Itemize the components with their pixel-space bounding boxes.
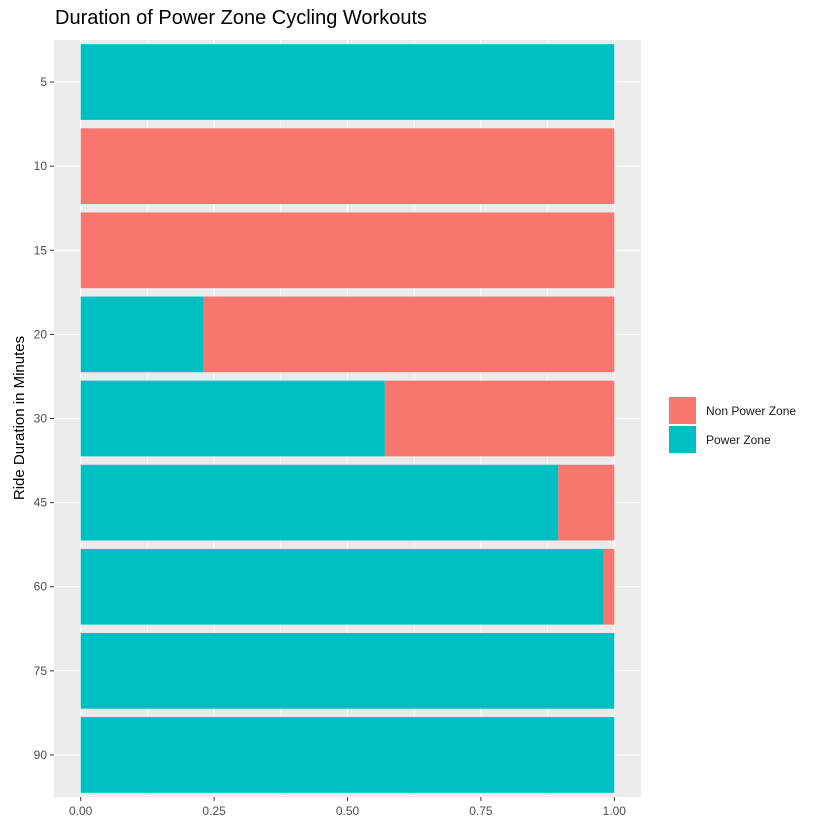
bar-power-zone-75 bbox=[80, 632, 615, 709]
x-tick-label: 0.25 bbox=[202, 804, 226, 818]
legend-key bbox=[669, 426, 696, 453]
bar-non-power-zone-30 bbox=[384, 380, 615, 457]
bar-power-zone-20 bbox=[80, 296, 204, 373]
y-tick-label: 15 bbox=[34, 243, 48, 257]
bar-non-power-zone-15 bbox=[80, 212, 615, 289]
y-tick-label: 5 bbox=[40, 75, 47, 89]
bars bbox=[80, 44, 615, 793]
y-tick-label: 45 bbox=[34, 496, 48, 510]
bar-non-power-zone-60 bbox=[603, 548, 615, 625]
bar-power-zone-60 bbox=[80, 548, 604, 625]
y-tick-label: 30 bbox=[34, 412, 48, 426]
y-axis: 5 10 15 20 30 45 60 75 90 bbox=[34, 75, 54, 762]
y-axis-title: Ride Duration in Minutes bbox=[11, 336, 28, 500]
bar-non-power-zone-45 bbox=[558, 464, 615, 541]
bar-power-zone-30 bbox=[80, 380, 385, 457]
x-tick-label: 0.75 bbox=[469, 804, 493, 818]
x-tick-label: 0.50 bbox=[336, 804, 360, 818]
chart-title: Duration of Power Zone Cycling Workouts bbox=[55, 7, 428, 29]
legend-label: Power Zone bbox=[706, 433, 771, 447]
y-tick-label: 75 bbox=[34, 664, 48, 678]
y-tick-label: 90 bbox=[34, 748, 48, 762]
bar-non-power-zone-20 bbox=[203, 296, 615, 373]
y-tick-label: 20 bbox=[34, 327, 48, 341]
legend-key bbox=[669, 397, 696, 424]
bar-non-power-zone-10 bbox=[80, 128, 615, 205]
x-tick-label: 1.00 bbox=[603, 804, 627, 818]
x-tick-label: 0.00 bbox=[69, 804, 93, 818]
bar-power-zone-5 bbox=[80, 44, 615, 120]
y-tick-label: 10 bbox=[34, 159, 48, 173]
bar-power-zone-45 bbox=[80, 464, 559, 541]
legend: Non Power Zone Power Zone bbox=[669, 397, 796, 453]
bar-power-zone-90 bbox=[80, 717, 615, 793]
x-axis: 0.00 0.25 0.50 0.75 1.00 bbox=[69, 797, 626, 818]
legend-label: Non Power Zone bbox=[706, 404, 796, 418]
y-tick-label: 60 bbox=[34, 580, 48, 594]
